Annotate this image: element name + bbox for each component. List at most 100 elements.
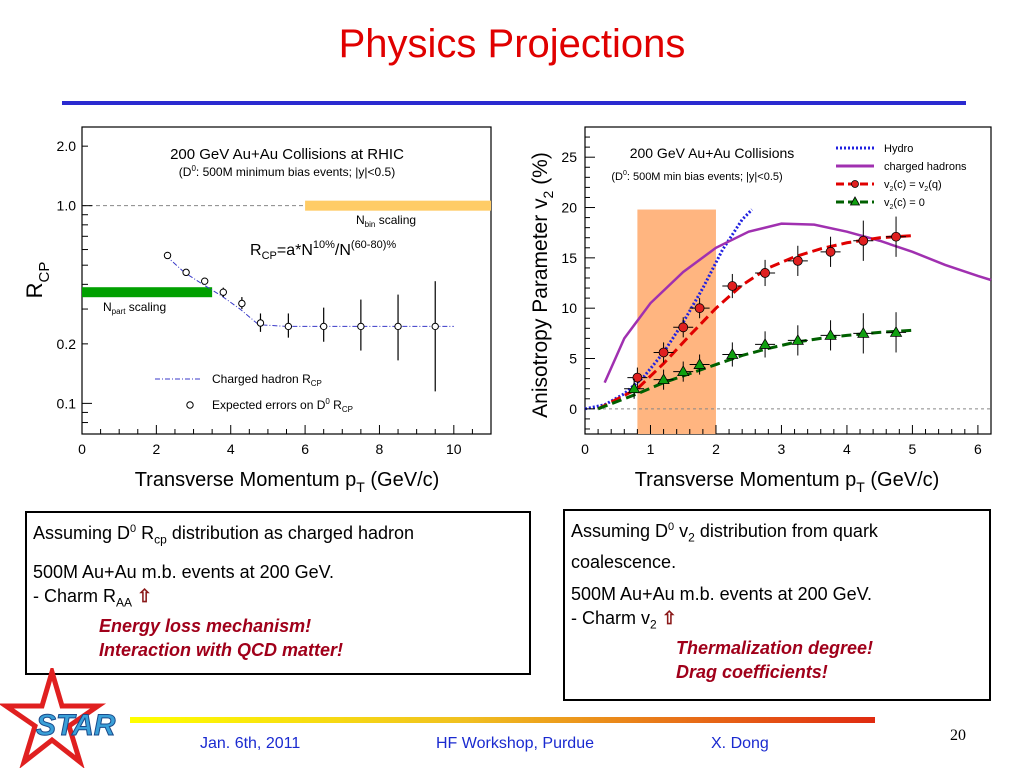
- legend-hydro-label: Hydro: [884, 143, 913, 155]
- v2-coalescence-point: [632, 372, 643, 383]
- v2-coalescence-point: [858, 235, 869, 246]
- v2-x-axis-label: Transverse Momentum pT (GeV/c): [635, 469, 940, 495]
- v2-x-tick-label: 6: [974, 441, 982, 457]
- v2-zero-point: [677, 365, 690, 376]
- rcp-y-axis-label: RCP: [22, 262, 53, 299]
- v2-y-tick-label: 0: [569, 401, 577, 417]
- d0-rcp-point: [357, 322, 365, 331]
- rcp-x-tick-label: 6: [301, 441, 309, 457]
- v2-y-tick-label: 10: [561, 300, 577, 316]
- left-notes-emphasis1: Energy loss mechanism!: [99, 616, 312, 637]
- d0-rcp-point: [284, 322, 293, 331]
- v2-y-tick-label: 5: [569, 351, 577, 367]
- v2-coalescence-point: [825, 246, 836, 257]
- v2-zero-point: [657, 373, 670, 385]
- left-notes-box: Assuming D0 Rcp distribution as charged …: [25, 511, 531, 675]
- rcp-chart: 0 2 4 6 8 10 2.0 1.0 0.2 0.1 200 GeV Au+Au Colli…: [22, 126, 492, 495]
- rcp-y-tick-label: 1.0: [57, 198, 77, 214]
- v2-x-ticks: 0 1 2 3 4 5 6: [581, 425, 982, 457]
- v2-x-tick-label: 3: [778, 441, 786, 457]
- title-rule: [62, 101, 966, 105]
- v2-zero-point: [693, 358, 706, 369]
- v2-zero-point: [824, 329, 837, 340]
- v2-plot-area: [584, 208, 992, 434]
- nbin-scaling-band: [305, 200, 491, 211]
- rcp-x-tick-label: 10: [446, 441, 462, 457]
- v2-zero-point: [857, 327, 870, 338]
- legend-coalescence-marker: [851, 180, 859, 188]
- d0-rcp-point: [163, 251, 172, 260]
- v2-y-ticks: 0 5 10 15 20 25: [561, 136, 595, 430]
- legend-expected-errors-marker: [186, 401, 194, 409]
- v2-curve-0: [584, 208, 754, 411]
- rcp-x-tick-label: 4: [227, 441, 235, 457]
- v2-coalescence-point: [694, 303, 705, 314]
- up-arrow-icon: ⇧: [661, 607, 677, 628]
- rcp-plot-frame: [81, 126, 492, 435]
- v2-chart: 0 1 2 3 4 5 6 0 5 10 15 20 25 200 GeV Au+Au Collisi…: [529, 126, 992, 495]
- d0-rcp-point: [394, 322, 402, 331]
- slide-title: Physics Projections: [338, 22, 686, 66]
- page-number: 20: [950, 727, 966, 744]
- v2-coalescence-point: [760, 268, 770, 278]
- v2-coalescence-point: [658, 347, 669, 358]
- left-notes-line1: Assuming D0 Rcp distribution as charged …: [33, 523, 415, 547]
- rcp-chart-subtitle: (D0: 500M minimum bias events; |y|<0.5): [179, 164, 395, 179]
- rcp-y-ticks: 2.0 1.0 0.2 0.1: [57, 138, 92, 435]
- d0-rcp-point: [201, 277, 209, 285]
- v2-curve-1: [603, 222, 992, 384]
- v2-y-axis-label: Anisotropy Parameter v2 (%): [529, 152, 556, 418]
- right-notes-emphasis2: Drag coefficients!: [676, 662, 828, 683]
- v2-coalescence-point: [891, 231, 901, 242]
- d0-rcp-point: [431, 322, 439, 331]
- v2-x-tick-label: 1: [647, 441, 655, 457]
- left-notes-line2: 500M Au+Au m.b. events at 200 GeV.: [33, 561, 335, 582]
- v2-y-tick-label: 25: [561, 149, 577, 165]
- v2-zero-point: [791, 334, 805, 345]
- legend-charged-hadron-label: Charged hadron RCP: [212, 372, 322, 388]
- d0-rcp-point: [319, 322, 328, 331]
- rcp-plot-area: [82, 200, 491, 392]
- v2-coalescence-point: [792, 255, 803, 266]
- v2-x-tick-label: 4: [843, 441, 851, 457]
- footer-author: X. Dong: [711, 735, 769, 752]
- nbin-scaling-label: Nbin scaling: [356, 213, 416, 229]
- footer-date: Jan. 6th, 2011: [200, 735, 301, 752]
- right-notes-line3: - Charm v2 ⇧: [571, 607, 677, 632]
- v2-coalescence-point: [678, 322, 689, 333]
- d0-rcp-point: [238, 299, 246, 308]
- footer-venue: HF Workshop, Purdue: [436, 735, 594, 752]
- rcp-formula: RCP=a*N10%/N(60-80)%: [250, 239, 396, 262]
- rcp-x-ticks: 0 2 4 6 8 10: [78, 425, 492, 457]
- v2-zero-point: [726, 348, 739, 359]
- v2-coalescence-point: [727, 281, 738, 291]
- star-logo-outline: [0, 668, 107, 768]
- rcp-x-tick-label: 0: [78, 441, 86, 457]
- legend-charged-hadrons-label: charged hadrons: [884, 161, 967, 173]
- npart-scaling-label: Npart scaling: [103, 300, 166, 316]
- rcp-y-tick-label: 0.1: [57, 395, 77, 411]
- d0-rcp-point: [182, 268, 190, 277]
- right-notes-box: Assuming D0 v2 distribution from quark c…: [563, 509, 991, 701]
- v2-y-tick-label: 15: [561, 250, 577, 266]
- rcp-x-axis-label: Transverse Momentum pT (GeV/c): [135, 469, 440, 495]
- legend-coalescence-label: v2(c) = v2(q): [884, 179, 942, 193]
- star-logo: STAR: [0, 668, 116, 768]
- rcp-y-tick-label: 0.2: [57, 336, 77, 352]
- v2-zero-point: [758, 338, 772, 349]
- legend-expected-errors-label: Expected errors on D0 RCP: [212, 397, 353, 414]
- rcp-chart-title: 200 GeV Au+Au Collisions at RHIC: [170, 146, 404, 163]
- right-notes-line2: 500M Au+Au m.b. events at 200 GeV.: [571, 583, 873, 604]
- v2-zero-point: [627, 382, 641, 394]
- right-notes-emphasis1: Thermalization degree!: [676, 638, 874, 659]
- rcp-x-tick-label: 8: [376, 441, 384, 457]
- charged-hadron-rcp-line: [165, 255, 454, 327]
- v2-x-tick-label: 2: [712, 441, 720, 457]
- legend-zero-label: v2(c) = 0: [884, 197, 925, 211]
- star-logo-text: STAR: [36, 709, 116, 742]
- v2-curve-3: [597, 328, 913, 411]
- d0-rcp-point: [219, 288, 227, 296]
- v2-y-tick-label: 20: [561, 200, 577, 216]
- v2-chart-subtitle: (D0: 500M min bias events; |y|<0.5): [611, 170, 782, 183]
